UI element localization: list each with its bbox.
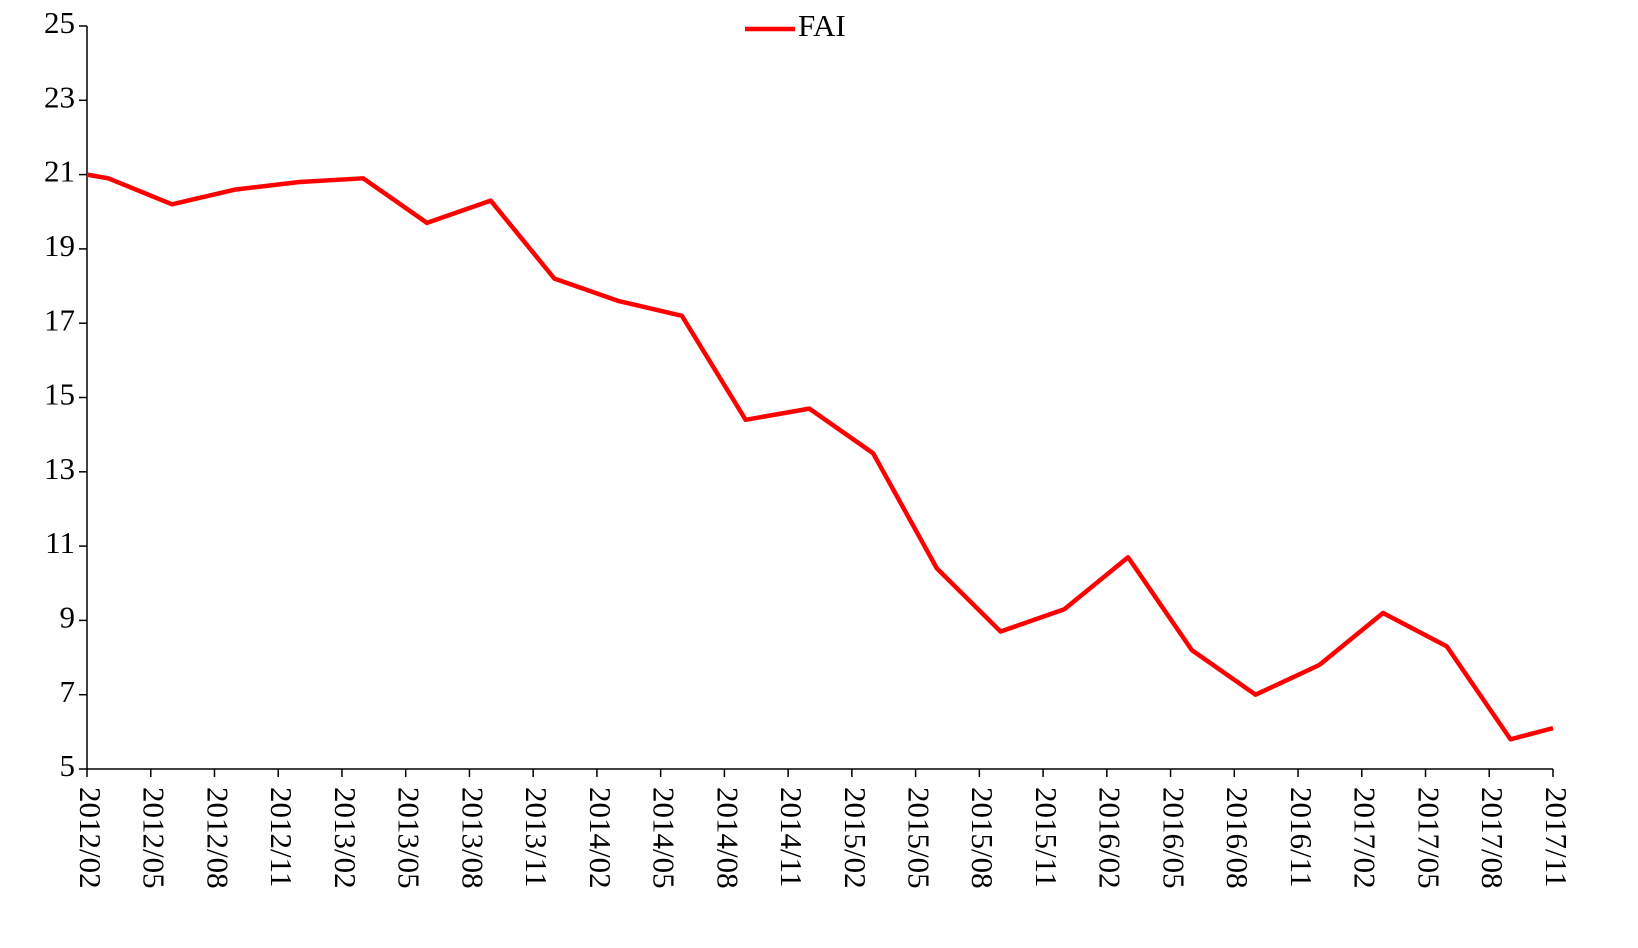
x-tick-label: 2012/11 bbox=[264, 787, 299, 887]
y-tick-label: 11 bbox=[45, 525, 75, 560]
y-tick-label: 25 bbox=[44, 5, 75, 40]
x-tick-label: 2015/05 bbox=[901, 787, 936, 889]
y-tick-label: 7 bbox=[60, 674, 76, 709]
x-tick-label: 2013/08 bbox=[455, 787, 490, 889]
x-tick-label: 2014/02 bbox=[583, 787, 618, 889]
x-tick-label: 2015/02 bbox=[838, 787, 873, 889]
x-tick-label: 2017/08 bbox=[1475, 787, 1510, 889]
x-tick-label: 2013/02 bbox=[328, 787, 363, 889]
x-tick-label: 2012/08 bbox=[200, 787, 235, 889]
y-tick-label: 13 bbox=[44, 451, 75, 486]
y-tick-label: 21 bbox=[44, 154, 75, 189]
x-tick-label: 2016/02 bbox=[1093, 787, 1128, 889]
x-tick-label: 2016/05 bbox=[1156, 787, 1191, 889]
data-line bbox=[86, 172, 1554, 742]
x-tick-label: 2016/08 bbox=[1220, 787, 1255, 889]
legend-label: FAI bbox=[798, 8, 846, 43]
x-tick-label: 2014/11 bbox=[774, 787, 809, 887]
x-tick-label: 2017/02 bbox=[1348, 787, 1383, 889]
x-tick-label: 2012/05 bbox=[137, 787, 172, 889]
y-tick-label: 15 bbox=[44, 377, 75, 412]
x-tick-label: 2015/11 bbox=[1029, 787, 1064, 887]
x-tick-label: 2013/11 bbox=[519, 787, 554, 887]
x-tick-label: 2014/05 bbox=[647, 787, 682, 889]
x-tick-label: 2017/05 bbox=[1411, 787, 1446, 889]
x-tick-label: 2014/08 bbox=[710, 787, 745, 889]
y-tick-label: 19 bbox=[44, 228, 75, 263]
x-tick-label: 2017/11 bbox=[1539, 787, 1574, 887]
x-tick-label: 2013/05 bbox=[392, 787, 427, 889]
y-tick-label: 23 bbox=[44, 79, 75, 114]
y-tick-label: 5 bbox=[60, 748, 76, 783]
x-tick-label: 2012/02 bbox=[73, 787, 108, 889]
y-tick-label: 9 bbox=[60, 600, 76, 635]
x-tick-label: 2015/08 bbox=[965, 787, 1000, 889]
x-tick-label: 2016/11 bbox=[1284, 787, 1319, 887]
y-tick-label: 17 bbox=[44, 302, 75, 337]
